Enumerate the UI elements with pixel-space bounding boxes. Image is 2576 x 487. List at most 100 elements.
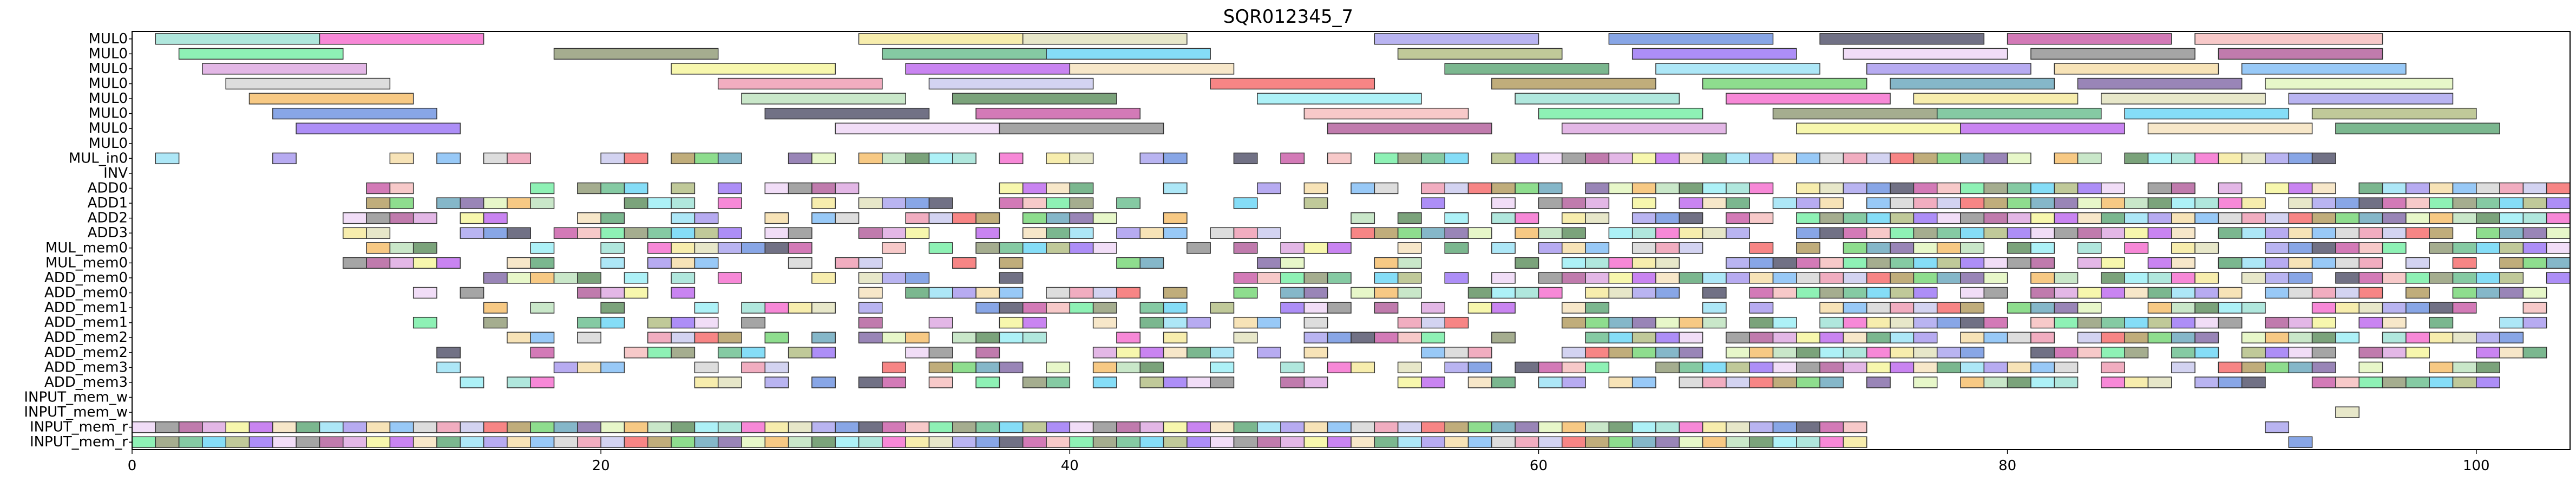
gantt-bar — [2311, 376, 2336, 388]
gantt-bar — [577, 316, 601, 329]
gantt-bar — [2288, 242, 2313, 254]
gantt-bar — [788, 227, 812, 239]
gantt-bar — [1046, 436, 1071, 448]
gantt-bar — [2429, 302, 2454, 314]
gantt-bar — [1655, 272, 1680, 284]
y-tick-label: MUL0 — [89, 46, 128, 62]
gantt-bar — [741, 242, 766, 254]
gantt-bar — [530, 436, 555, 448]
gantt-bar — [2241, 332, 2266, 343]
gantt-bar — [2265, 421, 2290, 433]
gantt-bar — [2288, 182, 2313, 194]
gantt-bar — [1819, 287, 1844, 299]
gantt-bar — [1796, 332, 1820, 343]
gantt-bar — [507, 272, 531, 284]
gantt-bar — [1374, 227, 1399, 239]
gantt-bar — [1374, 257, 1399, 269]
gantt-bar — [717, 77, 883, 90]
gantt-bar — [366, 242, 391, 254]
gantt-bar — [2358, 197, 2383, 209]
gantt-bar — [507, 421, 531, 433]
gantt-bar — [2288, 316, 2313, 329]
gantt-bar — [2405, 257, 2430, 269]
gantt-bar — [1374, 33, 1539, 45]
gantt-bar — [2522, 227, 2547, 239]
gantt-bar — [460, 212, 484, 224]
gantt-bar — [811, 182, 836, 194]
gantt-bar — [2194, 212, 2219, 224]
gantt-bar — [788, 347, 812, 359]
gantt-bar — [975, 436, 1000, 448]
gantt-bar — [2358, 182, 2383, 194]
gantt-bar — [1491, 242, 1516, 254]
gantt-bar — [2241, 361, 2266, 374]
gantt-bar — [2452, 197, 2477, 209]
y-tick-label: ADD_mem1 — [44, 300, 128, 316]
gantt-bar — [858, 197, 883, 209]
gantt-bar — [1046, 197, 1071, 209]
gantt-bar — [1608, 182, 1633, 194]
gantt-bar — [1515, 212, 1539, 224]
gantt-bar — [788, 182, 812, 194]
gantt-bar — [2499, 347, 2524, 359]
gantt-bar — [272, 107, 437, 120]
gantt-bar — [1890, 257, 1915, 269]
gantt-bar — [905, 272, 930, 284]
gantt-bar — [811, 436, 836, 448]
gantt-bar — [1983, 376, 2008, 388]
gantt-bar — [1187, 421, 1211, 433]
gantt-bar — [2382, 197, 2407, 209]
gantt-bar — [694, 361, 719, 374]
gantt-bar — [1843, 227, 1867, 239]
gantt-bar — [2147, 287, 2172, 299]
gantt-bar — [835, 436, 860, 448]
gantt-bar — [2288, 212, 2313, 224]
gantt-bar — [1726, 272, 1750, 284]
gantt-bar — [1631, 257, 1656, 269]
gantt-bar — [1843, 436, 1867, 448]
gantt-bar — [1139, 436, 1164, 448]
gantt-bar — [975, 227, 1000, 239]
gantt-bar — [1562, 316, 1586, 329]
gantt-bar — [2241, 63, 2407, 75]
gantt-bar — [1069, 182, 1094, 194]
gantt-bar — [1303, 421, 1328, 433]
gantt-bar — [811, 332, 836, 343]
gantt-bar — [2218, 361, 2243, 374]
gantt-bar — [1467, 421, 1492, 433]
gantt-bar — [952, 421, 976, 433]
gantt-bar — [1608, 257, 1633, 269]
gantt-bar — [1819, 152, 1844, 165]
gantt-bar — [530, 421, 555, 433]
gantt-bar — [2101, 347, 2125, 359]
gantt-bar — [2077, 287, 2102, 299]
gantt-bar — [975, 347, 1000, 359]
gantt-bar — [858, 287, 883, 299]
gantt-bar — [975, 361, 1000, 374]
gantt-bar — [905, 63, 1071, 75]
gantt-bar — [647, 332, 672, 343]
gantt-bar — [2007, 242, 2031, 254]
gantt-bar — [2311, 332, 2336, 343]
gantt-bar — [1421, 376, 1445, 388]
gantt-bar — [975, 332, 1000, 343]
gantt-bar — [1726, 376, 1750, 388]
gantt-bar — [2171, 302, 2195, 314]
gantt-bar — [741, 347, 766, 359]
y-tick-label: MUL0 — [89, 76, 128, 92]
gantt-bar — [2382, 316, 2407, 329]
gantt-bar — [999, 122, 1164, 134]
gantt-bar — [2147, 152, 2172, 165]
gantt-bar — [1585, 242, 1610, 254]
gantt-bar — [858, 302, 883, 314]
gantt-bar — [1139, 421, 1164, 433]
gantt-bar — [1538, 152, 1563, 165]
gantt-bar — [1702, 302, 1727, 314]
gantt-bar — [2054, 347, 2079, 359]
gantt-bar — [2054, 361, 2079, 374]
gantt-bar — [1562, 212, 1586, 224]
gantt-bar — [1608, 347, 1633, 359]
gantt-bar — [1210, 347, 1235, 359]
gantt-bar — [1562, 197, 1586, 209]
gantt-bar — [2476, 212, 2500, 224]
